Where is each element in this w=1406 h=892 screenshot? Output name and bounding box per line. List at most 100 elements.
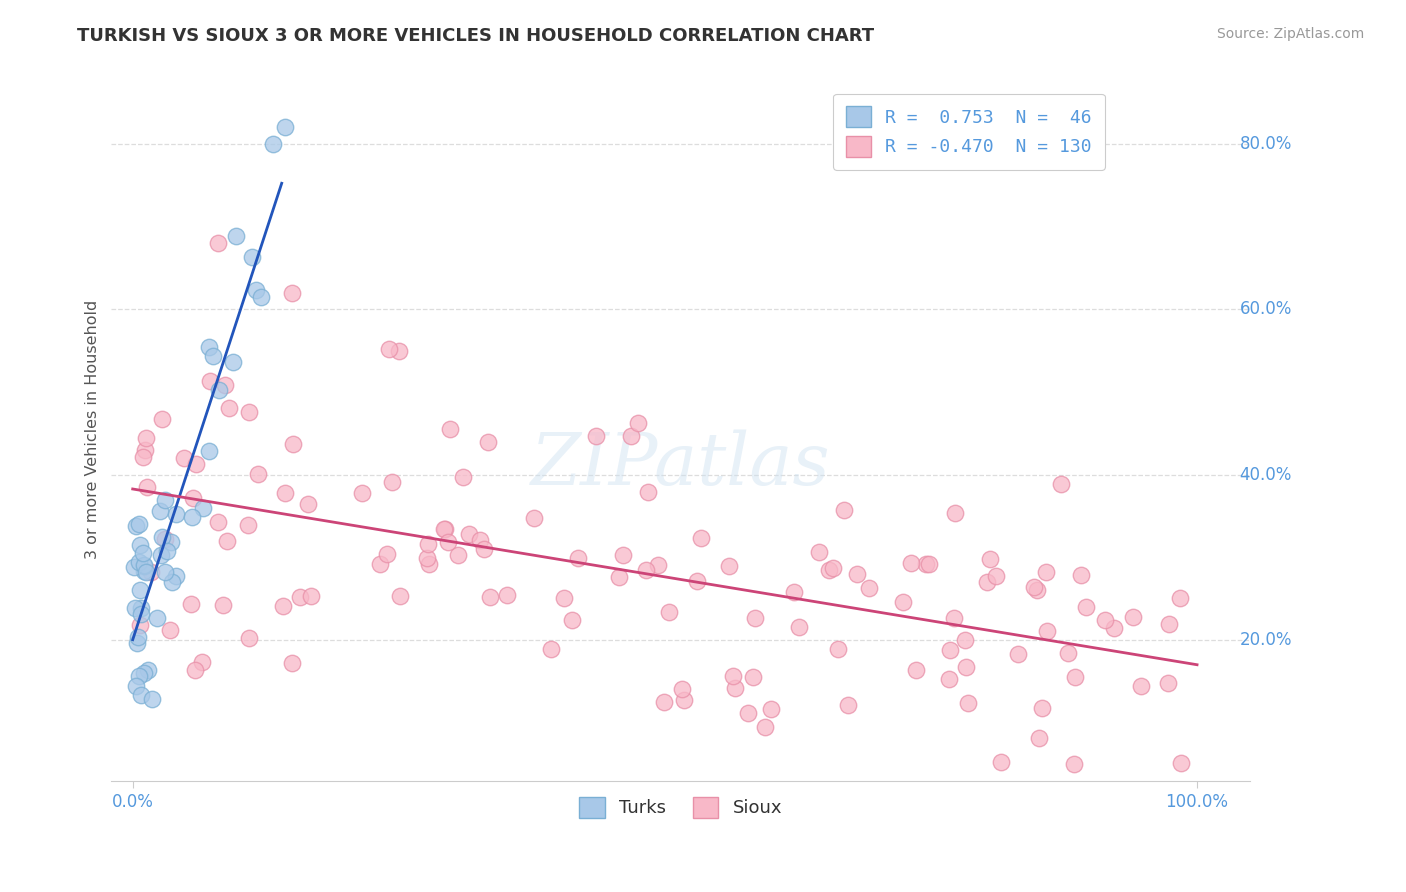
Point	[672, 693, 695, 707]
Point	[1026, 583, 1049, 598]
Text: 20.0%: 20.0%	[1240, 632, 1292, 649]
Point	[827, 641, 849, 656]
Point	[724, 681, 747, 695]
Point	[156, 544, 179, 558]
Point	[208, 383, 231, 397]
Point	[200, 374, 222, 388]
Point	[135, 566, 157, 580]
Point	[134, 443, 156, 458]
Point	[1122, 610, 1144, 624]
Text: TURKISH VS SIOUX 3 OR MORE VEHICLES IN HOUSEHOLD CORRELATION CHART: TURKISH VS SIOUX 3 OR MORE VEHICLES IN H…	[77, 27, 875, 45]
Point	[647, 558, 669, 573]
Point	[236, 518, 259, 533]
Point	[523, 511, 546, 525]
Point	[377, 342, 399, 356]
Point	[281, 285, 304, 300]
Point	[388, 590, 411, 604]
Point	[1064, 670, 1087, 684]
Point	[375, 547, 398, 561]
Point	[986, 569, 1008, 583]
Point	[1028, 731, 1050, 746]
Point	[191, 655, 214, 669]
Point	[434, 522, 457, 536]
Legend: Turks, Sioux: Turks, Sioux	[572, 789, 790, 825]
Point	[718, 559, 741, 574]
Point	[129, 538, 152, 552]
Point	[274, 486, 297, 500]
Point	[807, 544, 830, 558]
Point	[246, 467, 269, 482]
Point	[184, 458, 207, 472]
Point	[1036, 624, 1059, 638]
Point	[742, 670, 765, 684]
Point	[671, 681, 693, 696]
Point	[127, 635, 149, 649]
Point	[832, 503, 855, 517]
Point	[201, 349, 224, 363]
Point	[1102, 621, 1125, 635]
Point	[759, 701, 782, 715]
Point	[281, 437, 304, 451]
Point	[388, 343, 411, 358]
Point	[1168, 591, 1191, 606]
Point	[1094, 613, 1116, 627]
Point	[436, 534, 458, 549]
Point	[744, 611, 766, 625]
Point	[181, 491, 204, 505]
Point	[153, 566, 176, 580]
Text: 80.0%: 80.0%	[1240, 135, 1292, 153]
Point	[787, 620, 810, 634]
Point	[1049, 477, 1071, 491]
Point	[783, 584, 806, 599]
Point	[1129, 679, 1152, 693]
Point	[128, 669, 150, 683]
Point	[955, 659, 977, 673]
Point	[149, 504, 172, 518]
Point	[914, 557, 936, 571]
Point	[457, 527, 479, 541]
Point	[1031, 701, 1053, 715]
Point	[290, 590, 312, 604]
Point	[1056, 646, 1078, 660]
Point	[561, 613, 583, 627]
Point	[939, 643, 962, 657]
Point	[238, 405, 260, 419]
Point	[135, 480, 157, 494]
Point	[837, 698, 859, 713]
Point	[1035, 566, 1057, 580]
Point	[1170, 756, 1192, 771]
Point	[470, 533, 492, 547]
Point	[990, 755, 1012, 769]
Point	[197, 443, 219, 458]
Point	[891, 595, 914, 609]
Point	[173, 451, 195, 466]
Point	[1157, 616, 1180, 631]
Point	[131, 600, 153, 615]
Point	[540, 641, 562, 656]
Point	[165, 508, 187, 522]
Point	[721, 668, 744, 682]
Point	[128, 582, 150, 597]
Point	[585, 429, 607, 443]
Point	[132, 665, 155, 680]
Point	[609, 570, 631, 584]
Point	[637, 485, 659, 500]
Point	[943, 506, 966, 520]
Point	[1024, 580, 1046, 594]
Point	[146, 611, 169, 625]
Point	[1074, 600, 1097, 615]
Point	[129, 618, 152, 632]
Point	[191, 501, 214, 516]
Point	[299, 589, 322, 603]
Point	[138, 663, 160, 677]
Point	[180, 597, 202, 611]
Point	[132, 450, 155, 464]
Point	[225, 229, 247, 244]
Point	[627, 416, 650, 430]
Point	[634, 563, 657, 577]
Point	[160, 575, 183, 590]
Point	[211, 598, 233, 612]
Point	[159, 624, 181, 638]
Point	[658, 605, 681, 619]
Point	[567, 551, 589, 566]
